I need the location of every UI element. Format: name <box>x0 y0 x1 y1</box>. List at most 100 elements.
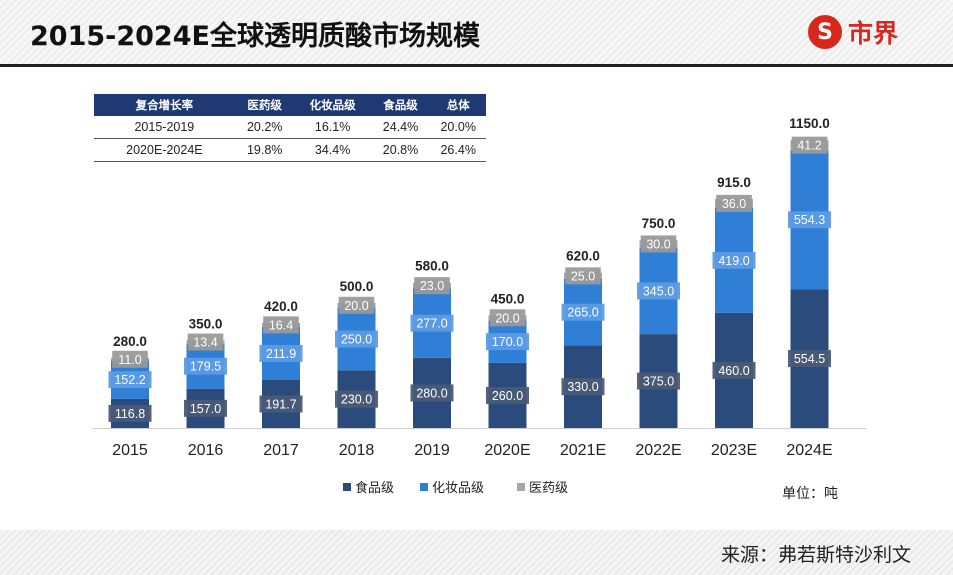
data-label: 157.0 <box>190 402 221 416</box>
table-cell: 24.4% <box>370 116 431 139</box>
x-tick-label: 2024E <box>786 442 832 459</box>
data-label-box <box>338 296 375 314</box>
data-label-box <box>489 309 526 327</box>
data-label-box <box>184 399 227 417</box>
data-label: 152.2 <box>114 373 145 387</box>
source-label: 来源：弗若斯特沙利文 <box>720 544 911 566</box>
data-label-box <box>187 333 224 351</box>
table-cell: 2015-2019 <box>94 116 235 139</box>
x-tick-label: 2021E <box>560 442 606 459</box>
legend-swatch-food <box>343 483 351 491</box>
x-tick-label: 2016 <box>188 442 224 459</box>
data-label-box <box>561 378 605 396</box>
legend-swatch-cosmetic <box>420 483 428 491</box>
data-label: 30.0 <box>646 237 670 251</box>
data-label-box <box>788 350 831 368</box>
brand-name: 市界 <box>848 19 899 48</box>
data-label-box <box>640 235 677 253</box>
data-label: 170.0 <box>492 335 523 349</box>
data-label-box <box>108 371 152 389</box>
table-header-cell: 食品级 <box>370 94 431 116</box>
data-label: 330.0 <box>567 380 598 394</box>
data-label: 375.0 <box>643 375 674 389</box>
data-label: 345.0 <box>643 284 674 298</box>
total-label: 620.0 <box>566 249 600 264</box>
data-label-box <box>108 404 152 422</box>
data-label: 554.5 <box>794 352 825 366</box>
header-bar <box>0 0 953 64</box>
data-label: 191.7 <box>265 397 296 411</box>
data-label: 280.0 <box>416 386 447 400</box>
table-header-cell: 总体 <box>430 94 486 116</box>
data-label-box <box>184 357 227 375</box>
table-cell: 16.1% <box>294 116 371 139</box>
table-cell: 20.8% <box>370 138 431 162</box>
data-label-box <box>263 316 299 334</box>
data-label-box <box>410 314 454 332</box>
data-label-box <box>637 372 680 390</box>
table-cell: 34.4% <box>294 138 371 162</box>
total-label: 580.0 <box>415 259 449 274</box>
table-cell: 19.8% <box>234 138 295 162</box>
data-label: 260.0 <box>492 389 523 403</box>
total-label: 420.0 <box>264 299 298 314</box>
data-label: 41.2 <box>797 139 821 153</box>
data-label: 460.0 <box>718 364 749 378</box>
data-label-box <box>259 344 303 362</box>
total-label: 450.0 <box>491 291 525 306</box>
data-label: 277.0 <box>416 317 447 331</box>
data-label-box <box>259 395 303 413</box>
table-cell: 20.2% <box>234 116 295 139</box>
total-label: 915.0 <box>717 175 751 190</box>
total-label: 500.0 <box>340 279 374 294</box>
table-header-cell: 化妆品级 <box>294 94 371 116</box>
data-label: 36.0 <box>722 197 746 211</box>
data-label-box <box>712 251 756 269</box>
data-label: 116.8 <box>115 407 145 421</box>
data-label: 20.0 <box>495 311 519 325</box>
legend-label: 食品级 <box>355 480 394 496</box>
data-label-box <box>716 194 752 212</box>
x-tick-label: 2015 <box>112 442 148 459</box>
data-label: 230.0 <box>341 393 372 407</box>
data-label: 179.5 <box>190 360 221 374</box>
table-cell: 26.4% <box>430 138 486 162</box>
data-label: 23.0 <box>420 279 444 293</box>
x-tick-label: 2019 <box>414 442 450 459</box>
page-title: 2015-2024E全球透明质酸市场规模 <box>30 21 480 52</box>
data-label: 419.0 <box>718 254 749 268</box>
data-label-box <box>486 386 529 404</box>
data-label-box <box>410 384 454 402</box>
total-label: 350.0 <box>189 316 223 331</box>
data-label: 16.4 <box>269 318 293 332</box>
legend-label: 化妆品级 <box>432 481 484 496</box>
x-tick-label: 2020E <box>484 442 530 459</box>
x-tick-label: 2023E <box>711 442 757 459</box>
x-tick-label: 2018 <box>339 442 375 459</box>
data-label-box <box>561 303 605 321</box>
data-label: 554.3 <box>794 213 825 227</box>
data-label-box <box>486 333 529 351</box>
data-label: 211.9 <box>266 347 296 361</box>
total-label: 280.0 <box>113 334 147 349</box>
data-label: 250.0 <box>341 333 372 347</box>
data-label-box <box>788 211 831 229</box>
data-label-box <box>712 361 756 379</box>
data-label: 13.4 <box>193 336 217 350</box>
brand-logo-icon: S <box>808 15 842 49</box>
data-label-box <box>791 136 828 154</box>
legend-label: 医药级 <box>529 481 568 496</box>
header-divider <box>0 64 953 67</box>
data-label: 265.0 <box>567 306 598 320</box>
table-cell: 2020E-2024E <box>94 138 235 162</box>
unit-label: 单位：吨 <box>782 486 838 502</box>
table-header-cell: 医药级 <box>234 94 295 116</box>
footer-bar <box>0 530 953 575</box>
data-label-box <box>565 267 601 285</box>
data-label-box <box>335 330 378 348</box>
brand[interactable]: S 市界 <box>808 14 898 50</box>
data-label: 20.0 <box>344 299 368 313</box>
table-row: 2020E-2024E 19.8% 34.4% 20.8% 26.4% <box>94 138 486 162</box>
data-label-box <box>335 390 378 408</box>
